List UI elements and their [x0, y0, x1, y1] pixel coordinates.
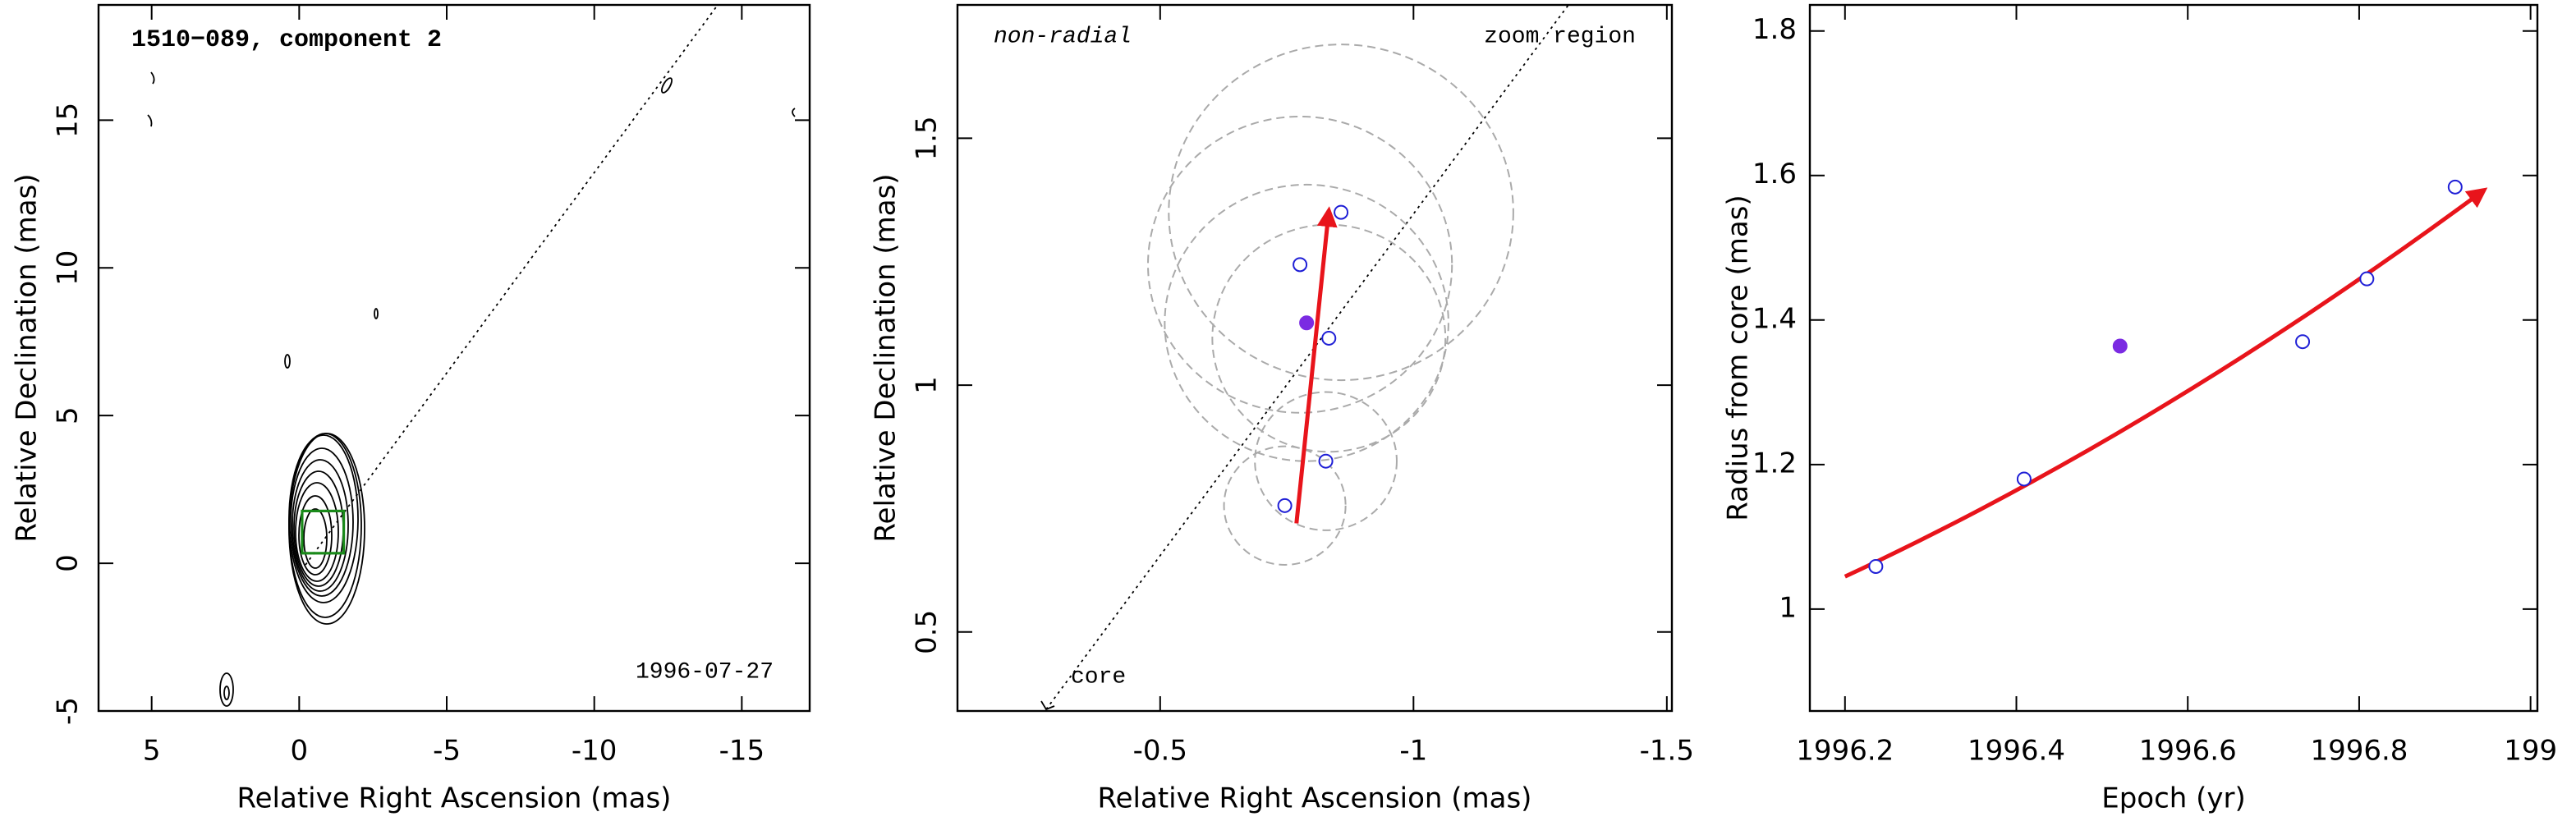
x-tick-label: 5 [143, 735, 161, 768]
y-tick-label: 1.2 [1752, 447, 1797, 479]
highlight-point [2112, 338, 2128, 354]
y-tick-label: -5 [52, 697, 85, 725]
radius-point [2447, 179, 2463, 195]
jet-direction [1045, 4, 1569, 710]
core-label: core [1071, 664, 1126, 690]
region-label: zoom region [1484, 24, 1636, 49]
plot-frame [1808, 3, 2539, 713]
x-axis-label: Epoch (yr) [2101, 782, 2246, 815]
position-point [1293, 257, 1308, 273]
x-tick-label: -15 [719, 735, 765, 768]
beam-circle [1254, 391, 1398, 531]
position-point [1321, 330, 1337, 346]
x-tick-label: 1996.2 [1796, 735, 1894, 768]
x-axis-label: Relative Right Ascension (mas) [237, 782, 672, 815]
x-tick-label: 1996.8 [2310, 735, 2408, 768]
plot-frame [97, 3, 811, 713]
annotation: non-radial [994, 24, 1132, 49]
highlight-point [1299, 315, 1315, 331]
y-tick-label: 1.5 [911, 116, 944, 160]
position-point [1318, 453, 1334, 469]
radius-point [2016, 471, 2032, 487]
beam-circle [1223, 445, 1347, 566]
y-tick-label: 1 [911, 376, 944, 394]
radius-point [1868, 558, 1884, 574]
y-tick-label: 1.8 [1752, 13, 1797, 46]
jet-direction [305, 4, 719, 566]
radius-point [2359, 271, 2375, 287]
x-tick-label: -5 [433, 735, 461, 768]
panel-title: 1510−089, component 2 [131, 26, 442, 54]
contours [147, 71, 796, 707]
y-tick-label: 5 [52, 406, 85, 424]
y-axis-label: Radius from core (mas) [1722, 195, 1755, 521]
beam-circle [1168, 44, 1514, 382]
x-tick-label: -1.5 [1640, 735, 1694, 768]
x-tick-label: -0.5 [1133, 735, 1187, 768]
x-tick-label: 1996.4 [1968, 735, 2065, 768]
y-tick-label: 15 [52, 103, 85, 138]
motion-arrow [1294, 206, 1338, 524]
x-tick-label: 1996.6 [2139, 735, 2237, 768]
x-tick-label: -10 [572, 735, 618, 768]
beam-circle [1164, 183, 1449, 462]
y-tick-label: 10 [52, 250, 85, 286]
x-tick-label: 0 [291, 735, 309, 768]
y-axis-label: Relative Declination (mas) [11, 173, 44, 542]
core-arrowhead [1040, 700, 1055, 711]
x-axis-label: Relative Right Ascension (mas) [1098, 782, 1532, 815]
epoch-label: 1996-07-27 [636, 659, 774, 685]
x-tick-label: 199 [2504, 735, 2557, 768]
position-point [1334, 204, 1349, 220]
y-tick-label: 0.5 [911, 610, 944, 654]
y-tick-label: 0 [52, 554, 85, 572]
fit-curve [1844, 187, 2488, 579]
radius-point [2295, 334, 2311, 350]
y-tick-label: 1.6 [1752, 158, 1797, 190]
x-tick-label: -1 [1399, 735, 1427, 768]
y-axis-label: Relative Declination (mas) [870, 173, 902, 542]
y-tick-label: 1 [1779, 591, 1797, 624]
y-tick-label: 1.4 [1752, 302, 1797, 335]
zoom-box [301, 509, 346, 555]
position-point [1277, 498, 1293, 513]
plot-frame [956, 3, 1674, 713]
